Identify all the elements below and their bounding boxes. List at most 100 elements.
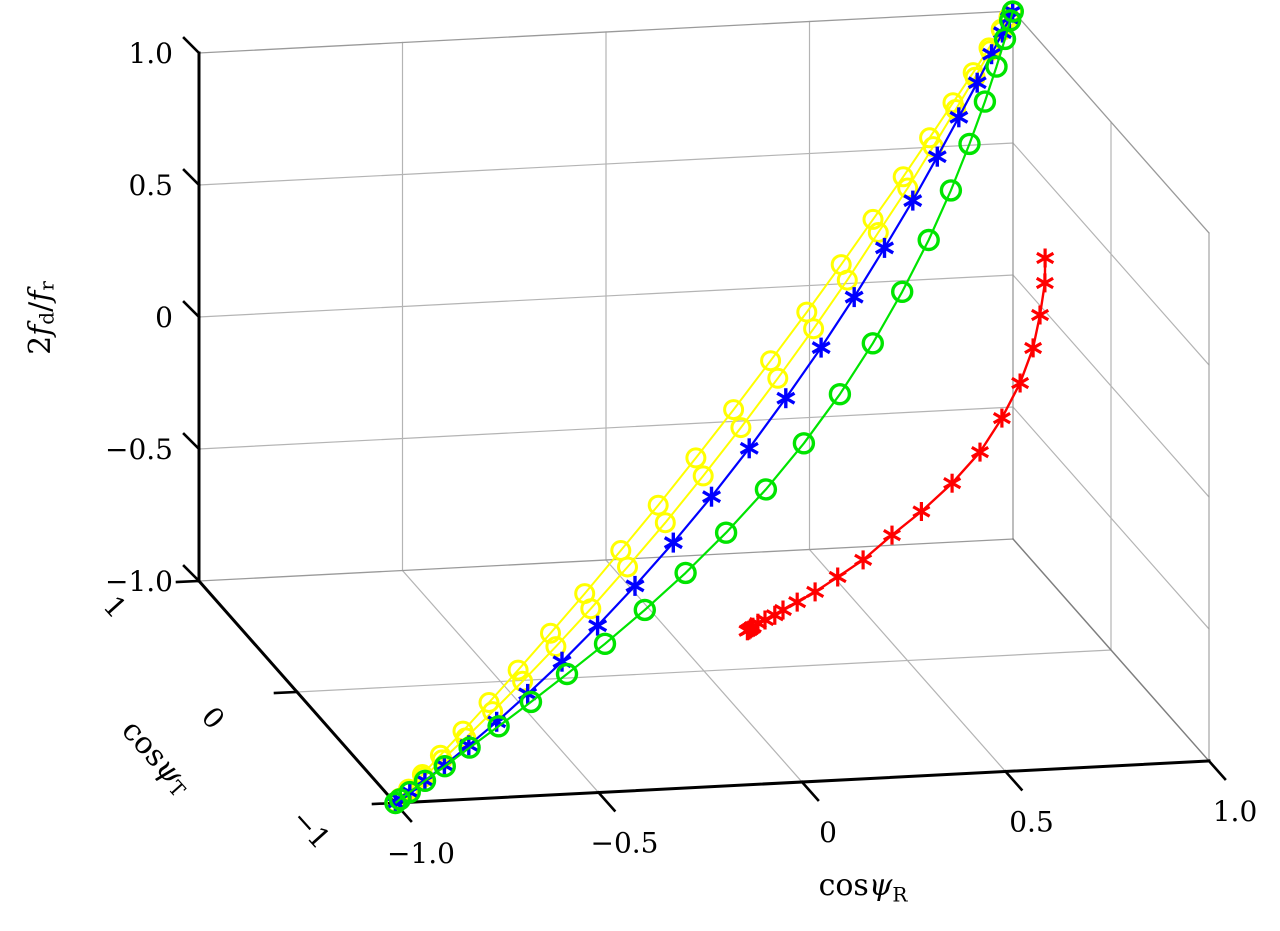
z-tick: [182, 168, 201, 187]
grid-right-z: [1012, 142, 1210, 366]
asterisk-ray: [967, 76, 987, 90]
x-tick: [596, 790, 617, 813]
edge-floor-back: [198, 538, 1014, 582]
circle-marker: [985, 55, 1008, 78]
asterisk-ray: [874, 241, 895, 255]
x-tick-label: 1.0: [1213, 795, 1258, 828]
asterisk-ray: [882, 529, 902, 542]
circle-marker: [939, 179, 963, 202]
asterisk-ray: [982, 47, 1002, 61]
circle-marker: [384, 791, 407, 815]
asterisk-ray: [588, 619, 608, 633]
circle-marker: [478, 692, 500, 713]
x-axis-title: cosψR: [819, 868, 909, 907]
x-tick-label: −0.5: [591, 827, 659, 860]
z-tick-label: 0: [155, 301, 173, 334]
circle-marker: [836, 269, 858, 291]
edge-back-top: [198, 10, 1014, 54]
asterisk-ray: [773, 603, 793, 617]
edge-right-top: [1012, 10, 1210, 234]
asterisk-ray: [970, 446, 990, 459]
grid-lines: [198, 20, 1210, 794]
circle-marker: [760, 350, 782, 372]
series-curve-green: [384, 0, 1024, 815]
z-tick: [182, 36, 201, 55]
asterisk-ray: [776, 391, 796, 405]
circle-marker: [958, 132, 981, 156]
series-markers: [738, 248, 1055, 641]
series-curve-red: [738, 248, 1055, 641]
asterisk-ray: [1024, 341, 1043, 355]
circle-marker: [714, 521, 738, 544]
circle-marker: [507, 659, 529, 681]
circle-marker: [685, 447, 707, 469]
circle-marker: [555, 662, 579, 686]
x-tick: [1207, 759, 1227, 781]
circle-marker: [540, 622, 561, 644]
circle-marker: [413, 769, 437, 792]
circle-marker: [519, 690, 543, 714]
x-tick-label: −1.0: [387, 837, 455, 870]
asterisk-ray: [806, 585, 825, 598]
circle-marker: [917, 228, 940, 252]
asterisk-ray: [943, 477, 962, 490]
asterisk-ray: [844, 290, 864, 304]
circle-marker: [891, 280, 914, 303]
circle-marker: [674, 561, 697, 585]
grid-back-z: [198, 142, 1014, 186]
circle-marker: [647, 494, 669, 516]
x-tick: [800, 780, 820, 802]
circle-marker: [754, 478, 778, 501]
pane-edges: [198, 10, 1211, 763]
asterisk-ray: [702, 490, 722, 504]
circle-marker: [803, 318, 825, 340]
asterisk-ray: [854, 553, 873, 566]
edge-floor-right: [1011, 537, 1211, 763]
x-tick: [1003, 769, 1024, 792]
circle-marker: [1001, 0, 1024, 23]
grid-back-z: [198, 406, 1014, 450]
asterisk-ray: [663, 536, 683, 550]
circle-marker: [973, 90, 997, 113]
circle-marker: [861, 332, 884, 355]
asterisk-ray: [999, 11, 1019, 25]
circle-marker: [730, 417, 752, 439]
z-tick-label: 1.0: [128, 37, 173, 70]
grid-floor-y: [296, 649, 1112, 693]
x-tick-label: 0.5: [1009, 806, 1054, 839]
asterisk-ray: [828, 570, 847, 584]
z-tick: [182, 300, 201, 319]
asterisk-ray: [927, 150, 947, 164]
circle-marker: [867, 222, 889, 243]
circle-marker: [999, 9, 1022, 32]
asterisk-ray: [1035, 276, 1054, 290]
asterisk-ray: [552, 655, 572, 669]
asterisk-ray: [1011, 376, 1030, 390]
circle-marker: [633, 598, 656, 622]
asterisk-ray: [459, 738, 479, 752]
grid-right-z: [1012, 406, 1210, 630]
circle-marker: [545, 636, 567, 658]
asterisk-ray: [788, 596, 807, 609]
circle-marker: [792, 432, 816, 455]
z-tick-label: −0.5: [105, 433, 173, 466]
circle-marker: [580, 598, 602, 620]
asterisk-ray: [739, 441, 759, 455]
series-line: [394, 11, 1014, 804]
series-markers: [384, 0, 1024, 815]
circle-marker: [767, 367, 789, 389]
x-tick-label: 0: [819, 816, 837, 849]
circle-marker: [828, 383, 852, 406]
circle-marker: [692, 465, 714, 487]
z-tick-label: −1.0: [105, 565, 173, 598]
circle-marker: [723, 399, 745, 421]
grid-back-z: [198, 274, 1014, 318]
circle-marker: [458, 736, 481, 759]
circle-marker: [398, 780, 421, 804]
asterisk-ray: [992, 412, 1011, 425]
asterisk-ray: [912, 505, 931, 518]
tick-labels: −1.0 −0.5 0 0.5 1.010−11.00.50−0.5−1.0cosψRc…: [23, 37, 1258, 907]
circle-marker: [593, 632, 617, 655]
